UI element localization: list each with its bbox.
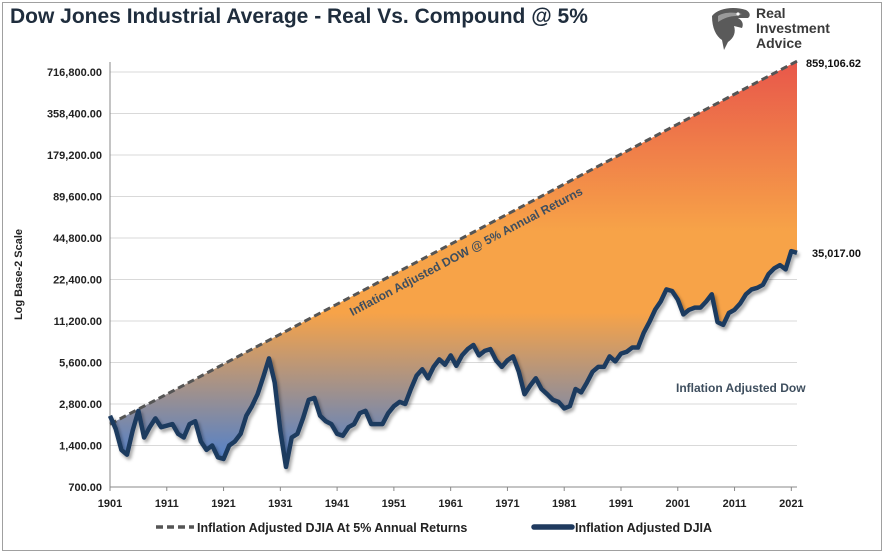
x-tick-label: 1911 <box>155 498 179 510</box>
x-tick-label: 1981 <box>552 498 576 510</box>
x-tick-label: 1931 <box>268 498 292 510</box>
y-tick-label: 89,600.00 <box>53 192 102 204</box>
series-line-compound <box>109 59 798 426</box>
axes: 700.00 1,400.00 2,800.00 5,600.00 11,200.00 2… <box>13 62 804 510</box>
x-tick-label: 2001 <box>666 498 690 510</box>
x-tick-label: 1921 <box>211 498 235 510</box>
x-tick-label: 2021 <box>779 498 803 510</box>
y-tick-label: 716,800.00 <box>47 67 102 79</box>
area-fill-between-series <box>110 61 797 467</box>
end-label-real: 35,017.00 <box>812 248 861 260</box>
y-tick-label: 5,600.00 <box>59 358 102 370</box>
y-axis-label: Log Base-2 Scale <box>13 229 25 320</box>
brand-logo: Real Investment Advice <box>708 6 868 54</box>
legend-label-real: Inflation Adjusted DJIA <box>575 521 712 535</box>
end-label-compound: 859,106.62 <box>806 58 861 70</box>
x-tick-label: 1991 <box>609 498 633 510</box>
x-tick-label: 1951 <box>382 498 406 510</box>
eagle-head-icon <box>712 8 750 50</box>
x-tick-label: 1941 <box>325 498 349 510</box>
y-tick-label: 358,400.00 <box>47 109 102 121</box>
y-tick-label: 179,200.00 <box>47 150 102 162</box>
legend: Inflation Adjusted DJIA At 5% Annual Ret… <box>156 521 712 535</box>
logo-text-line3: Advice <box>756 35 802 51</box>
logo-text-line2: Investment <box>756 20 830 36</box>
y-tick-label: 11,200.00 <box>54 316 102 328</box>
y-tick-label: 22,400.00 <box>53 275 102 287</box>
series-line-real <box>107 248 798 470</box>
chart-title: Dow Jones Industrial Average - Real Vs. … <box>10 5 588 28</box>
x-tick-label: 1961 <box>438 498 462 510</box>
logo-text-line1: Real <box>756 5 786 21</box>
annotation-real: Inflation Adjusted Dow <box>676 381 806 395</box>
y-tick-label: 1,400.00 <box>59 441 102 453</box>
x-tick-label: 2011 <box>723 498 747 510</box>
x-tick-label: 1901 <box>98 498 122 510</box>
legend-label-compound: Inflation Adjusted DJIA At 5% Annual Ret… <box>197 521 467 535</box>
y-tick-label: 2,800.00 <box>59 399 102 411</box>
y-tick-label: 700.00 <box>68 482 102 494</box>
y-tick-label: 44,800.00 <box>53 233 102 245</box>
x-tick-label: 1971 <box>495 498 519 510</box>
